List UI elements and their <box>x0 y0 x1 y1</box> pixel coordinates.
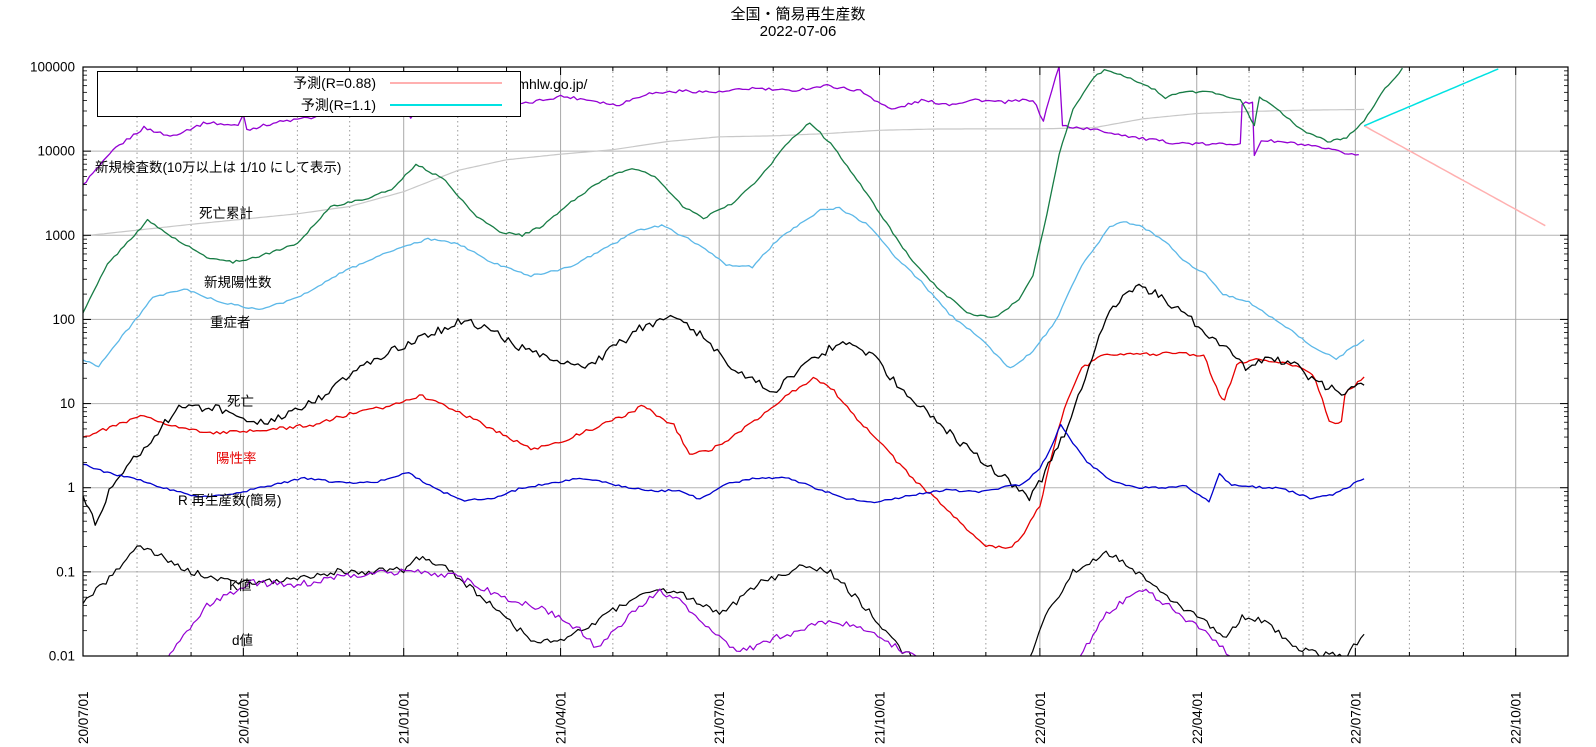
axes: 100000 10000 1000 100 10 1 0.1 0.01 20/07/01 20/1… <box>30 60 1569 744</box>
forecast-legend: 予測(R=0.88) 予測(R=1.1) <box>97 71 521 117</box>
series-label-severe-cases: 重症者 <box>210 315 251 330</box>
series-severe-line <box>83 206 1365 369</box>
series-label-reproduction-number: R 再生産数(簡易) <box>178 493 282 508</box>
series-label-new-positives: 新規陽性数 <box>204 275 272 290</box>
data-series <box>83 67 1546 656</box>
series-k-line <box>83 545 1365 656</box>
page-title: 全国・簡易再生産数 <box>730 6 866 23</box>
x-tick-label: 22/04/01 <box>1190 691 1205 744</box>
x-tick-label: 22/01/01 <box>1033 691 1048 744</box>
chart-date-subtitle: 2022-07-06 <box>759 23 837 40</box>
y-tick-label: 100 <box>52 312 75 327</box>
legend-row-forecast-r088: 予測(R=0.88) <box>98 73 520 93</box>
y-tick-label: 100000 <box>30 60 75 75</box>
y-tick-label: 1000 <box>45 228 75 243</box>
y-tick-label: 10 <box>60 396 75 411</box>
x-tick-label: 21/04/01 <box>554 691 569 744</box>
series-forecast110-line <box>1363 68 1499 127</box>
legend-swatch-cyan-line <box>390 103 502 106</box>
grid-lines <box>83 66 1568 657</box>
y-tick-label: 0.01 <box>49 649 75 664</box>
x-tick-label: 22/07/01 <box>1348 691 1363 744</box>
legend-row-forecast-r110: 予測(R=1.1) <box>98 95 520 115</box>
series-tests-line <box>83 67 1359 186</box>
x-tick-label: 20/10/01 <box>236 691 251 744</box>
x-tick-label: 21/07/01 <box>712 691 727 744</box>
series-d-line <box>168 568 1231 656</box>
series-r-line <box>83 423 1365 504</box>
legend-swatch-pink-line <box>390 82 502 85</box>
legend-label-forecast-r088: 予測(R=0.88) <box>293 75 376 92</box>
series-label-deaths: 死亡 <box>227 394 254 409</box>
x-tick-label: 21/01/01 <box>397 691 412 744</box>
x-tick-label: 21/10/01 <box>873 691 888 744</box>
series-deaths-line <box>83 283 1365 526</box>
legend-label-forecast-r110: 予測(R=1.1) <box>300 96 376 113</box>
series-label-new-tests: 新規検査数(10万以上は 1/10 にして表示) <box>95 160 342 175</box>
series-label-positivity-rate: 陽性率 <box>216 451 257 466</box>
series-cumdeaths-line <box>83 108 1365 237</box>
x-tick-label: 22/10/01 <box>1509 691 1524 744</box>
y-tick-label: 10000 <box>37 144 75 159</box>
series-label-d-value: d値 <box>232 633 254 648</box>
series-posrate-line <box>83 351 1365 549</box>
series-label-cumulative-deaths: 死亡累計 <box>199 206 253 221</box>
series-label-k-value: K値 <box>229 578 252 593</box>
x-tick-label: 20/07/01 <box>76 691 91 744</box>
series-positives-line <box>83 67 1403 319</box>
y-tick-label: 0.1 <box>56 564 75 579</box>
plot-border <box>82 66 1569 657</box>
y-tick-label: 1 <box>67 480 75 495</box>
series-forecast088-line <box>1363 125 1546 227</box>
